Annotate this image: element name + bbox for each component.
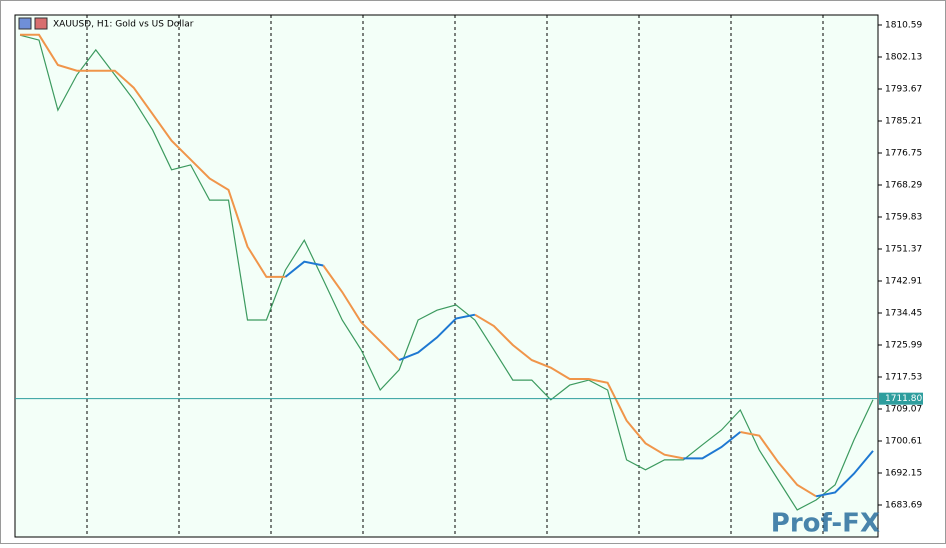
y-tick-label: 1793.67 (885, 84, 922, 94)
y-tick-label: 1802.13 (885, 52, 922, 62)
series-line (284, 260, 874, 498)
y-tick-label: 1768.29 (885, 180, 922, 190)
y-tick-label: 1810.59 (885, 20, 922, 30)
plot-area (14, 14, 879, 538)
y-tick-label: 1759.83 (885, 212, 922, 222)
y-tick-label: 1709.07 (885, 404, 922, 414)
chart-title: XAUUSD, H1: Gold vs US Dollar (53, 20, 194, 30)
watermark: Prof-FX (771, 509, 880, 539)
y-tick-label: 1785.21 (885, 116, 922, 126)
current-price-box (879, 392, 923, 405)
current-price-label: 1711.80 (885, 394, 922, 404)
series-line (20, 33, 817, 498)
y-tick-label: 1734.45 (885, 308, 922, 318)
title-icons (18, 17, 48, 30)
series-line (19, 34, 874, 511)
y-tick-label: 1776.75 (885, 148, 922, 158)
y-tick-label: 1692.15 (885, 468, 922, 478)
y-tick-label: 1717.53 (885, 372, 922, 382)
y-tick-label: 1751.37 (885, 244, 922, 254)
y-tick-label: 1700.61 (885, 436, 922, 446)
y-tick-label: 1725.99 (885, 340, 922, 350)
day-separators (86, 15, 824, 537)
y-tick-label: 1683.69 (885, 500, 922, 510)
y-tick-label: 1742.91 (885, 276, 922, 286)
